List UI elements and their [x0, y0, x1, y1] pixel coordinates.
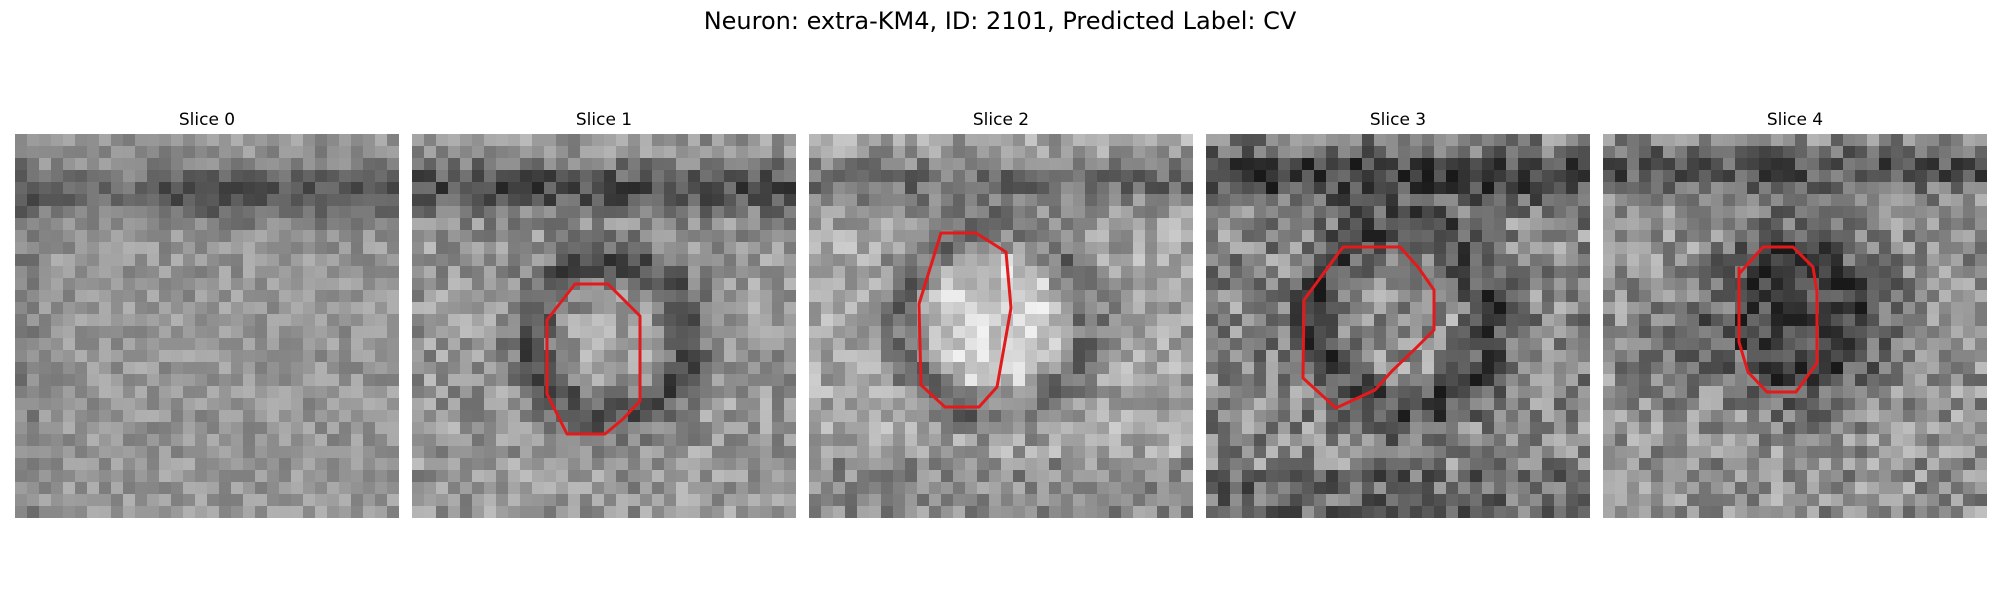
slice-title: Slice 4 — [1766, 110, 1824, 130]
slice-title: Slice 3 — [1369, 110, 1427, 130]
slice-image — [412, 134, 796, 518]
slice-title: Slice 0 — [178, 110, 236, 130]
figure-title: Neuron: extra-KM4, ID: 2101, Predicted L… — [703, 7, 1297, 35]
slice-image — [809, 134, 1193, 518]
segmentation-contour — [917, 231, 1013, 409]
slice-image — [15, 134, 399, 518]
slice-title: Slice 2 — [972, 110, 1030, 130]
slice-image — [1206, 134, 1590, 518]
segmentation-contour — [545, 282, 642, 436]
segmentation-contour — [1301, 245, 1436, 410]
slice-title: Slice 1 — [575, 110, 633, 130]
segmentation-contour — [1737, 245, 1819, 394]
slice-image — [1603, 134, 1987, 518]
